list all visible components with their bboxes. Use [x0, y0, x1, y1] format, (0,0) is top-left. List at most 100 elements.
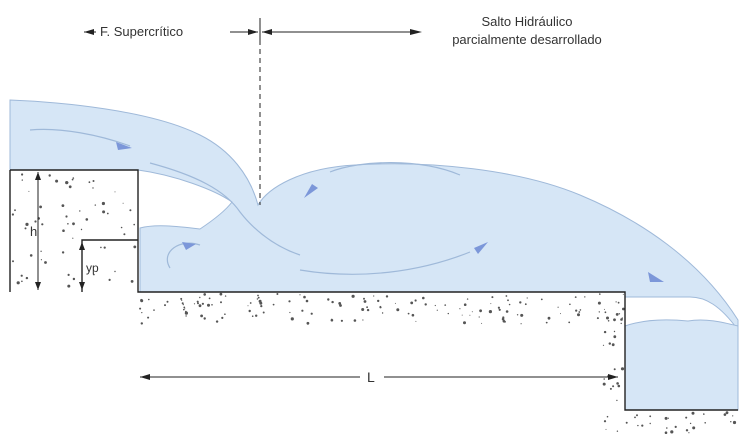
aggregate-dot: [93, 273, 95, 276]
flow-arrow-downstream: [648, 272, 664, 282]
aggregate-dot: [578, 311, 581, 313]
hydraulic-jump-label-line2: parcialmente desarrollado: [452, 32, 602, 47]
h-label: h: [30, 224, 37, 239]
aggregate-dot: [604, 311, 607, 314]
aggregate-dot: [185, 315, 187, 317]
downstream-step-wall: [600, 292, 738, 436]
aggregate-dot: [625, 421, 628, 424]
aggregate-dot: [108, 278, 111, 281]
aggregate-dot: [607, 320, 610, 322]
aggregate-dot: [606, 316, 609, 320]
aggregate-dot: [198, 304, 202, 308]
aggregate-dot: [685, 429, 689, 432]
aggregate-dot: [516, 314, 519, 316]
aggregate-dot: [330, 318, 334, 322]
aggregate-dot: [303, 295, 306, 299]
aggregate-dot: [122, 202, 124, 204]
aggregate-dot: [617, 301, 620, 304]
aggregate-dot: [247, 305, 249, 307]
aggregate-dot: [133, 223, 135, 226]
aggregate-dot: [153, 309, 155, 311]
aggregate-dot: [79, 210, 81, 212]
aggregate-dot: [21, 280, 23, 283]
aggregate-dot: [575, 309, 578, 312]
hydraulic-jump-label-line1: Salto Hidráulico: [481, 14, 572, 29]
aggregate-dot: [508, 303, 511, 306]
aggregate-dot: [436, 309, 438, 311]
aggregate-dot: [688, 432, 690, 434]
aggregate-dot: [306, 321, 310, 325]
aggregate-dot: [67, 223, 69, 225]
aggregate-dot: [411, 313, 415, 317]
aggregate-dot: [723, 413, 727, 416]
aggregate-dot: [620, 367, 625, 371]
aggregate-dot: [338, 302, 342, 305]
aggregate-dot: [80, 228, 83, 231]
aggregate-dot: [622, 307, 625, 311]
downstream-pool: [624, 319, 739, 411]
aggregate-dot: [129, 209, 132, 212]
aggregate-dot: [615, 313, 619, 316]
aggregate-dot: [41, 223, 44, 226]
aggregate-dot: [606, 415, 609, 418]
aggregate-dot: [180, 297, 183, 300]
aggregate-dot: [224, 295, 227, 297]
flow-arrow-upstream: [116, 142, 132, 150]
aggregate-dot: [379, 306, 382, 309]
aggregate-dot: [507, 299, 509, 302]
aggregate-dot: [547, 316, 551, 320]
aggregate-dot: [616, 430, 619, 432]
aggregate-dot: [133, 245, 137, 249]
aggregate-dot: [540, 298, 543, 301]
aggregate-dot: [434, 304, 436, 307]
aggregate-dot: [183, 308, 185, 311]
aggregate-dot: [220, 301, 222, 304]
aggregate-dot: [288, 300, 291, 303]
aggregate-dot: [299, 294, 301, 296]
aggregate-dot: [361, 308, 365, 311]
yp-dimension: [79, 242, 85, 290]
flow-lines: [29, 128, 471, 275]
aggregate-dot: [447, 312, 449, 315]
aggregate-dot: [396, 308, 400, 312]
aggregate-dot: [221, 316, 224, 319]
aggregate-dot: [490, 303, 492, 305]
aggregate-dot: [685, 416, 688, 419]
aggregate-dot: [251, 315, 254, 318]
aggregate-dot: [224, 313, 226, 316]
aggregate-dot: [40, 250, 42, 252]
aggregate-dot: [366, 308, 370, 312]
aggregate-dot: [444, 304, 447, 306]
aggregate-dot: [123, 233, 126, 236]
aggregate-dot: [415, 320, 417, 322]
aggregate-dot: [605, 428, 607, 430]
aggregate-dot: [184, 308, 186, 310]
flow-arrows: [116, 142, 664, 282]
aggregate-dot: [613, 335, 617, 339]
aggregate-dot: [732, 415, 734, 417]
aggregate-dot: [649, 415, 652, 418]
aggregate-dot: [704, 422, 706, 424]
aggregate-dot: [310, 312, 313, 315]
aggregate-dot: [94, 204, 97, 206]
aggregate-dot: [197, 302, 199, 305]
aggregate-dot: [249, 302, 252, 304]
aggregate-dot: [598, 311, 600, 313]
aggregate-dot: [16, 281, 20, 285]
aggregate-dot: [71, 178, 74, 181]
aggregate-dot: [612, 385, 615, 388]
aggregate-dot: [260, 305, 263, 308]
aggregate-dot: [616, 399, 618, 402]
aggregate-dot: [373, 295, 375, 297]
aggregate-dot: [21, 179, 23, 181]
aggregate-dot: [602, 344, 605, 346]
aggregate-dot: [305, 299, 309, 303]
aggregate-dot: [691, 411, 695, 415]
structure-outline: [9, 169, 738, 411]
aggregate-dot: [424, 303, 427, 306]
h-dimension: [35, 172, 41, 290]
aggregate-dot: [667, 417, 670, 419]
aggregate-dot: [649, 422, 651, 425]
aggregate-dot: [618, 313, 621, 315]
length-label: L: [367, 369, 375, 385]
